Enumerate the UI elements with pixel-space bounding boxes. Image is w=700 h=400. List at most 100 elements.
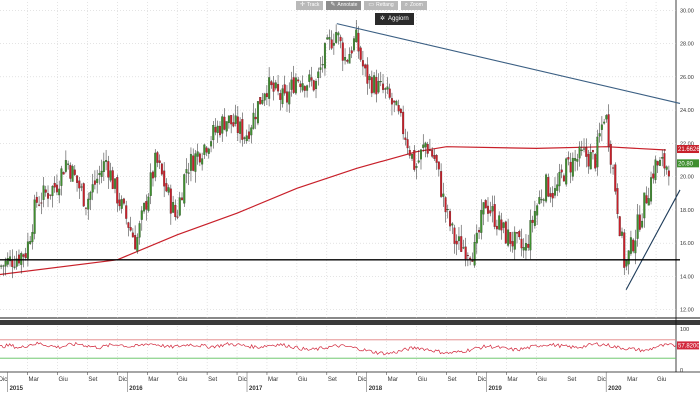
candle-body xyxy=(178,197,181,216)
candle-body xyxy=(312,80,315,91)
candle-body xyxy=(636,214,639,239)
candle xyxy=(310,66,313,87)
candle-body xyxy=(319,67,322,70)
candle-body xyxy=(232,122,235,127)
candle xyxy=(616,183,619,219)
candle-body xyxy=(609,143,612,165)
candle-body xyxy=(498,215,501,230)
candle xyxy=(129,216,132,232)
candle-body xyxy=(667,170,670,177)
candle xyxy=(558,163,561,193)
candle xyxy=(9,250,12,267)
candle xyxy=(55,174,58,196)
y-tick-label: 28.00 xyxy=(680,42,694,48)
candle-body xyxy=(558,171,561,187)
candle xyxy=(281,84,284,108)
candle xyxy=(252,103,255,130)
candle-body xyxy=(169,188,172,214)
candle xyxy=(62,171,65,175)
candle xyxy=(366,57,369,95)
candle xyxy=(11,249,14,279)
candle-body xyxy=(449,211,452,227)
candle xyxy=(47,185,50,208)
candle-body xyxy=(93,180,96,185)
candle-body xyxy=(87,198,90,210)
candle-body xyxy=(533,211,536,226)
candle-body xyxy=(301,83,304,91)
candle xyxy=(547,173,550,198)
candle xyxy=(174,199,177,221)
candle-body xyxy=(49,194,52,196)
candle xyxy=(645,186,648,204)
candle xyxy=(167,184,170,196)
candle-body xyxy=(478,230,481,233)
candle-body xyxy=(348,54,351,64)
candle xyxy=(596,129,599,176)
candle xyxy=(346,58,349,64)
candle-body xyxy=(623,232,626,268)
candle-body xyxy=(33,199,36,234)
candle xyxy=(254,108,257,130)
candle xyxy=(576,153,579,171)
candle-body xyxy=(551,192,554,199)
x-tick-label: Set xyxy=(88,377,97,383)
candle xyxy=(406,131,409,155)
candle-body xyxy=(460,236,463,252)
candle xyxy=(428,138,431,152)
candle-body xyxy=(196,151,199,157)
candle xyxy=(283,75,286,96)
candle xyxy=(408,145,411,159)
candle-body xyxy=(9,256,12,262)
candle-body xyxy=(321,64,324,66)
candle-body xyxy=(71,166,74,182)
rectangle-button[interactable]: ▭ Rettang xyxy=(364,1,398,10)
candle xyxy=(388,83,391,100)
candle xyxy=(100,159,103,184)
candle xyxy=(587,149,590,174)
candle-body xyxy=(428,150,431,152)
candle-body xyxy=(252,112,255,129)
candle-body xyxy=(299,83,302,88)
candle-body xyxy=(283,84,286,94)
candle-body xyxy=(500,219,503,231)
annotate-button[interactable]: ✎ Annotate xyxy=(326,1,362,10)
last-value-tag: 21.6626 xyxy=(677,145,700,154)
tag-label: 20.80 xyxy=(678,161,694,167)
candle-body xyxy=(518,231,521,238)
candle-body xyxy=(453,227,456,244)
candle xyxy=(207,147,210,159)
candle-body xyxy=(185,169,188,174)
candle-body xyxy=(350,50,353,54)
candle xyxy=(196,143,199,165)
candle xyxy=(17,249,20,266)
y-tick-label: 12.00 xyxy=(680,308,694,314)
y-tick-label: 20.00 xyxy=(680,175,694,181)
update-button[interactable]: ✲ Aggiorn xyxy=(375,13,414,25)
candle xyxy=(4,257,7,276)
rsi-last-value-tag: 57.8200 xyxy=(677,341,700,350)
tag-label: 21.6626 xyxy=(678,147,700,153)
candle-body xyxy=(576,159,579,162)
candle-body xyxy=(317,71,320,79)
candle xyxy=(178,191,181,217)
candle-body xyxy=(359,47,362,60)
candle-body xyxy=(384,88,387,90)
track-button[interactable]: ✛ Track xyxy=(296,1,324,10)
candle xyxy=(29,236,32,245)
candle xyxy=(589,143,592,170)
candle-body xyxy=(189,153,192,171)
candle xyxy=(116,174,119,212)
candle xyxy=(368,73,371,89)
x-tick-label: Giu xyxy=(58,377,67,383)
candle-body xyxy=(0,265,3,267)
candle-body xyxy=(426,144,429,154)
candle-body xyxy=(67,163,70,165)
candle xyxy=(210,136,213,153)
candle-body xyxy=(167,187,170,193)
candle xyxy=(442,182,445,207)
candle-body xyxy=(181,197,184,201)
candle xyxy=(627,250,630,275)
candle-body xyxy=(607,114,610,147)
zoom-button[interactable]: ⌕ Zoom xyxy=(400,1,427,10)
